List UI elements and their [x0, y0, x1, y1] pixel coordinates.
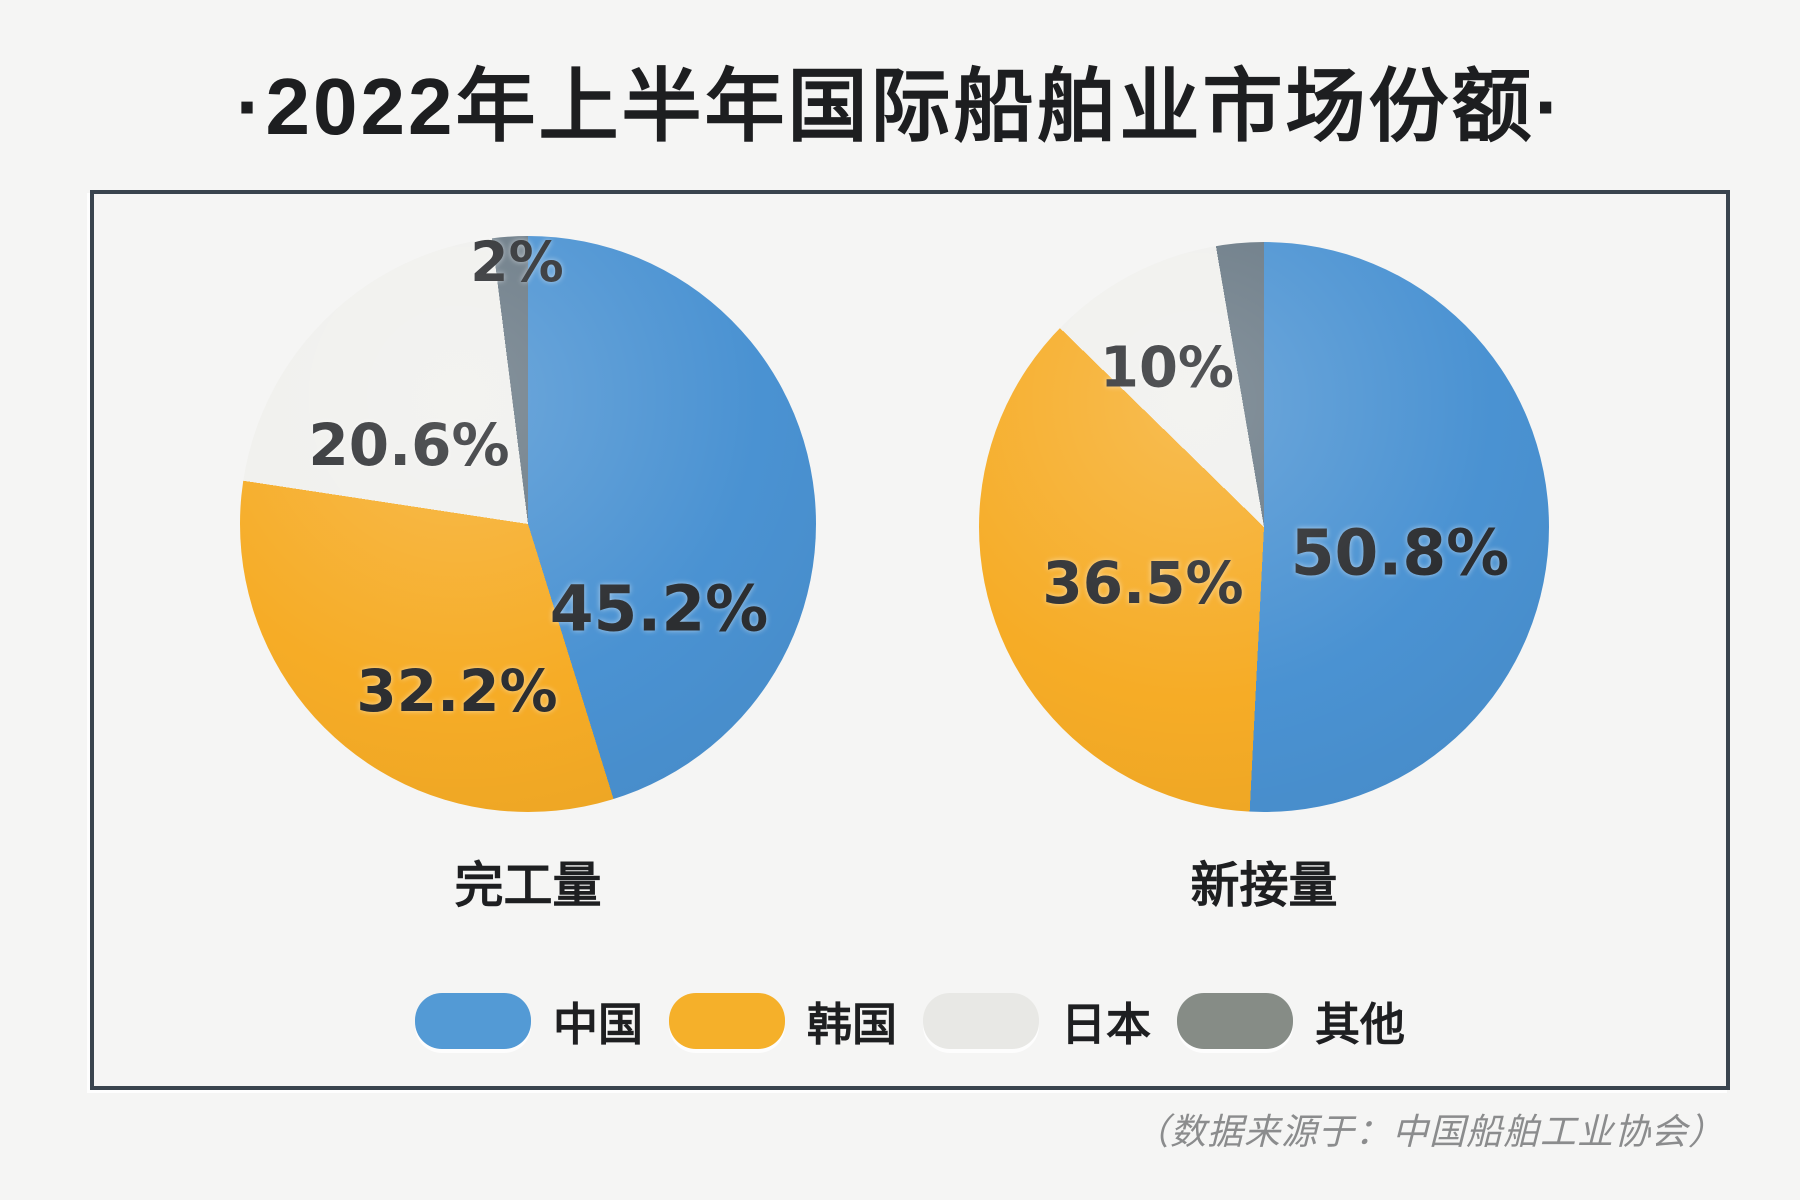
legend-swatch-japan — [923, 992, 1039, 1049]
slice-label-korea: 36.5% — [1042, 549, 1244, 617]
page-title: ·2022年上半年国际船舶业市场份额· — [235, 62, 1565, 151]
legend-label-china: 中国 — [552, 999, 643, 1050]
slice-label-china: 50.8% — [1290, 516, 1510, 590]
pie-caption-new-orders: 新接量 — [1190, 859, 1338, 913]
legend-label-others: 其他 — [1315, 999, 1406, 1050]
pie-caption-completed-volume: 完工量 — [454, 859, 602, 913]
legend-item-japan: 日本 — [923, 988, 1151, 1053]
legend-item-others: 其他 — [1177, 988, 1405, 1053]
pie-chart-completed-volume: 45.2% 32.2% 20.6% 2% — [240, 230, 816, 812]
legend-swatch-others — [1177, 992, 1294, 1049]
legend-swatch-korea — [668, 992, 785, 1049]
legend-swatch-china — [414, 992, 531, 1049]
legend-label-japan: 日本 — [1061, 999, 1152, 1050]
slice-label-japan: 20.6% — [308, 411, 510, 479]
legend-item-korea: 韩国 — [668, 988, 897, 1053]
slice-label-japan: 10% — [1099, 335, 1235, 401]
slice-label-others: 2% — [470, 230, 564, 294]
slice-label-korea: 32.2% — [356, 657, 558, 725]
legend: 中国 韩国 日本 其他 — [94, 988, 1726, 1053]
slice-label-china: 45.2% — [549, 572, 769, 646]
pie-chart-new-orders: 50.8% 36.5% 10% — [979, 242, 1549, 812]
chart-panel: 45.2% 32.2% 20.6% 2% 完工量 50.8% 36.5% 10%… — [90, 190, 1730, 1090]
data-source-note: （数据来源于：中国船舶工业协会） — [1132, 1111, 1725, 1152]
legend-label-korea: 韩国 — [806, 999, 897, 1050]
legend-item-china: 中国 — [414, 988, 643, 1053]
